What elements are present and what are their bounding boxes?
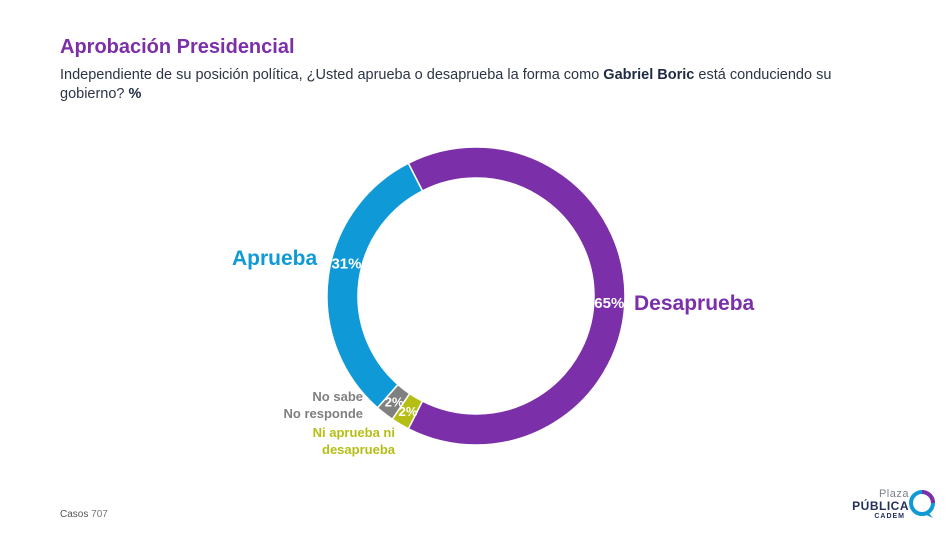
plaza-publica-cadem-logo: Plaza PÚBLICA CADEM: [840, 488, 935, 524]
sample-size: Casos 707: [60, 509, 108, 520]
legend-label-ni-line2: desaprueba: [322, 442, 395, 457]
donut-value-label-aprueba: 31%: [331, 256, 361, 273]
donut-slice-aprueba: [326, 162, 424, 409]
legend-label-aprueba: Aprueba: [232, 247, 318, 270]
logo-text-publica: PÚBLICA: [852, 499, 909, 513]
chart-subtitle: Independiente de su posición política, ¿…: [60, 66, 890, 104]
subtitle-unit: %: [128, 86, 142, 102]
legend-label-ni-line1: Ni aprueba ni: [312, 425, 395, 440]
subtitle-text-1: Independiente de su posición política, ¿…: [60, 67, 604, 83]
donut-value-label-desaprueba: 65%: [594, 295, 624, 312]
logo-text-plaza: Plaza: [878, 488, 909, 500]
legend-label-no-sabe: No sabe No responde: [270, 388, 363, 422]
chart-title: Aprobación Presidencial: [60, 36, 295, 58]
subtitle-name: Gabriel Boric: [603, 67, 695, 83]
legend-label-ni-aprueba: Ni aprueba ni desaprueba: [280, 424, 395, 458]
legend-label-no-sabe-line2: No responde: [283, 406, 363, 421]
casos-label: Casos: [60, 509, 89, 520]
legend-label-no-sabe-line1: No sabe: [312, 389, 363, 404]
logo-text-cadem: CADEM: [874, 513, 905, 520]
legend-label-desaprueba: Desaprueba: [634, 292, 755, 315]
speech-bubble-icon: [909, 490, 935, 518]
donut-value-label-no-sabe-no-responde: 2%: [385, 394, 404, 409]
casos-value: 707: [91, 509, 108, 520]
donut-slice-desaprueba: [407, 146, 626, 446]
subtitle-text-2: está conduciendo su gobierno?: [60, 67, 832, 102]
donut-value-label-ni-aprueba-ni-desaprueba: 2%: [399, 404, 418, 419]
